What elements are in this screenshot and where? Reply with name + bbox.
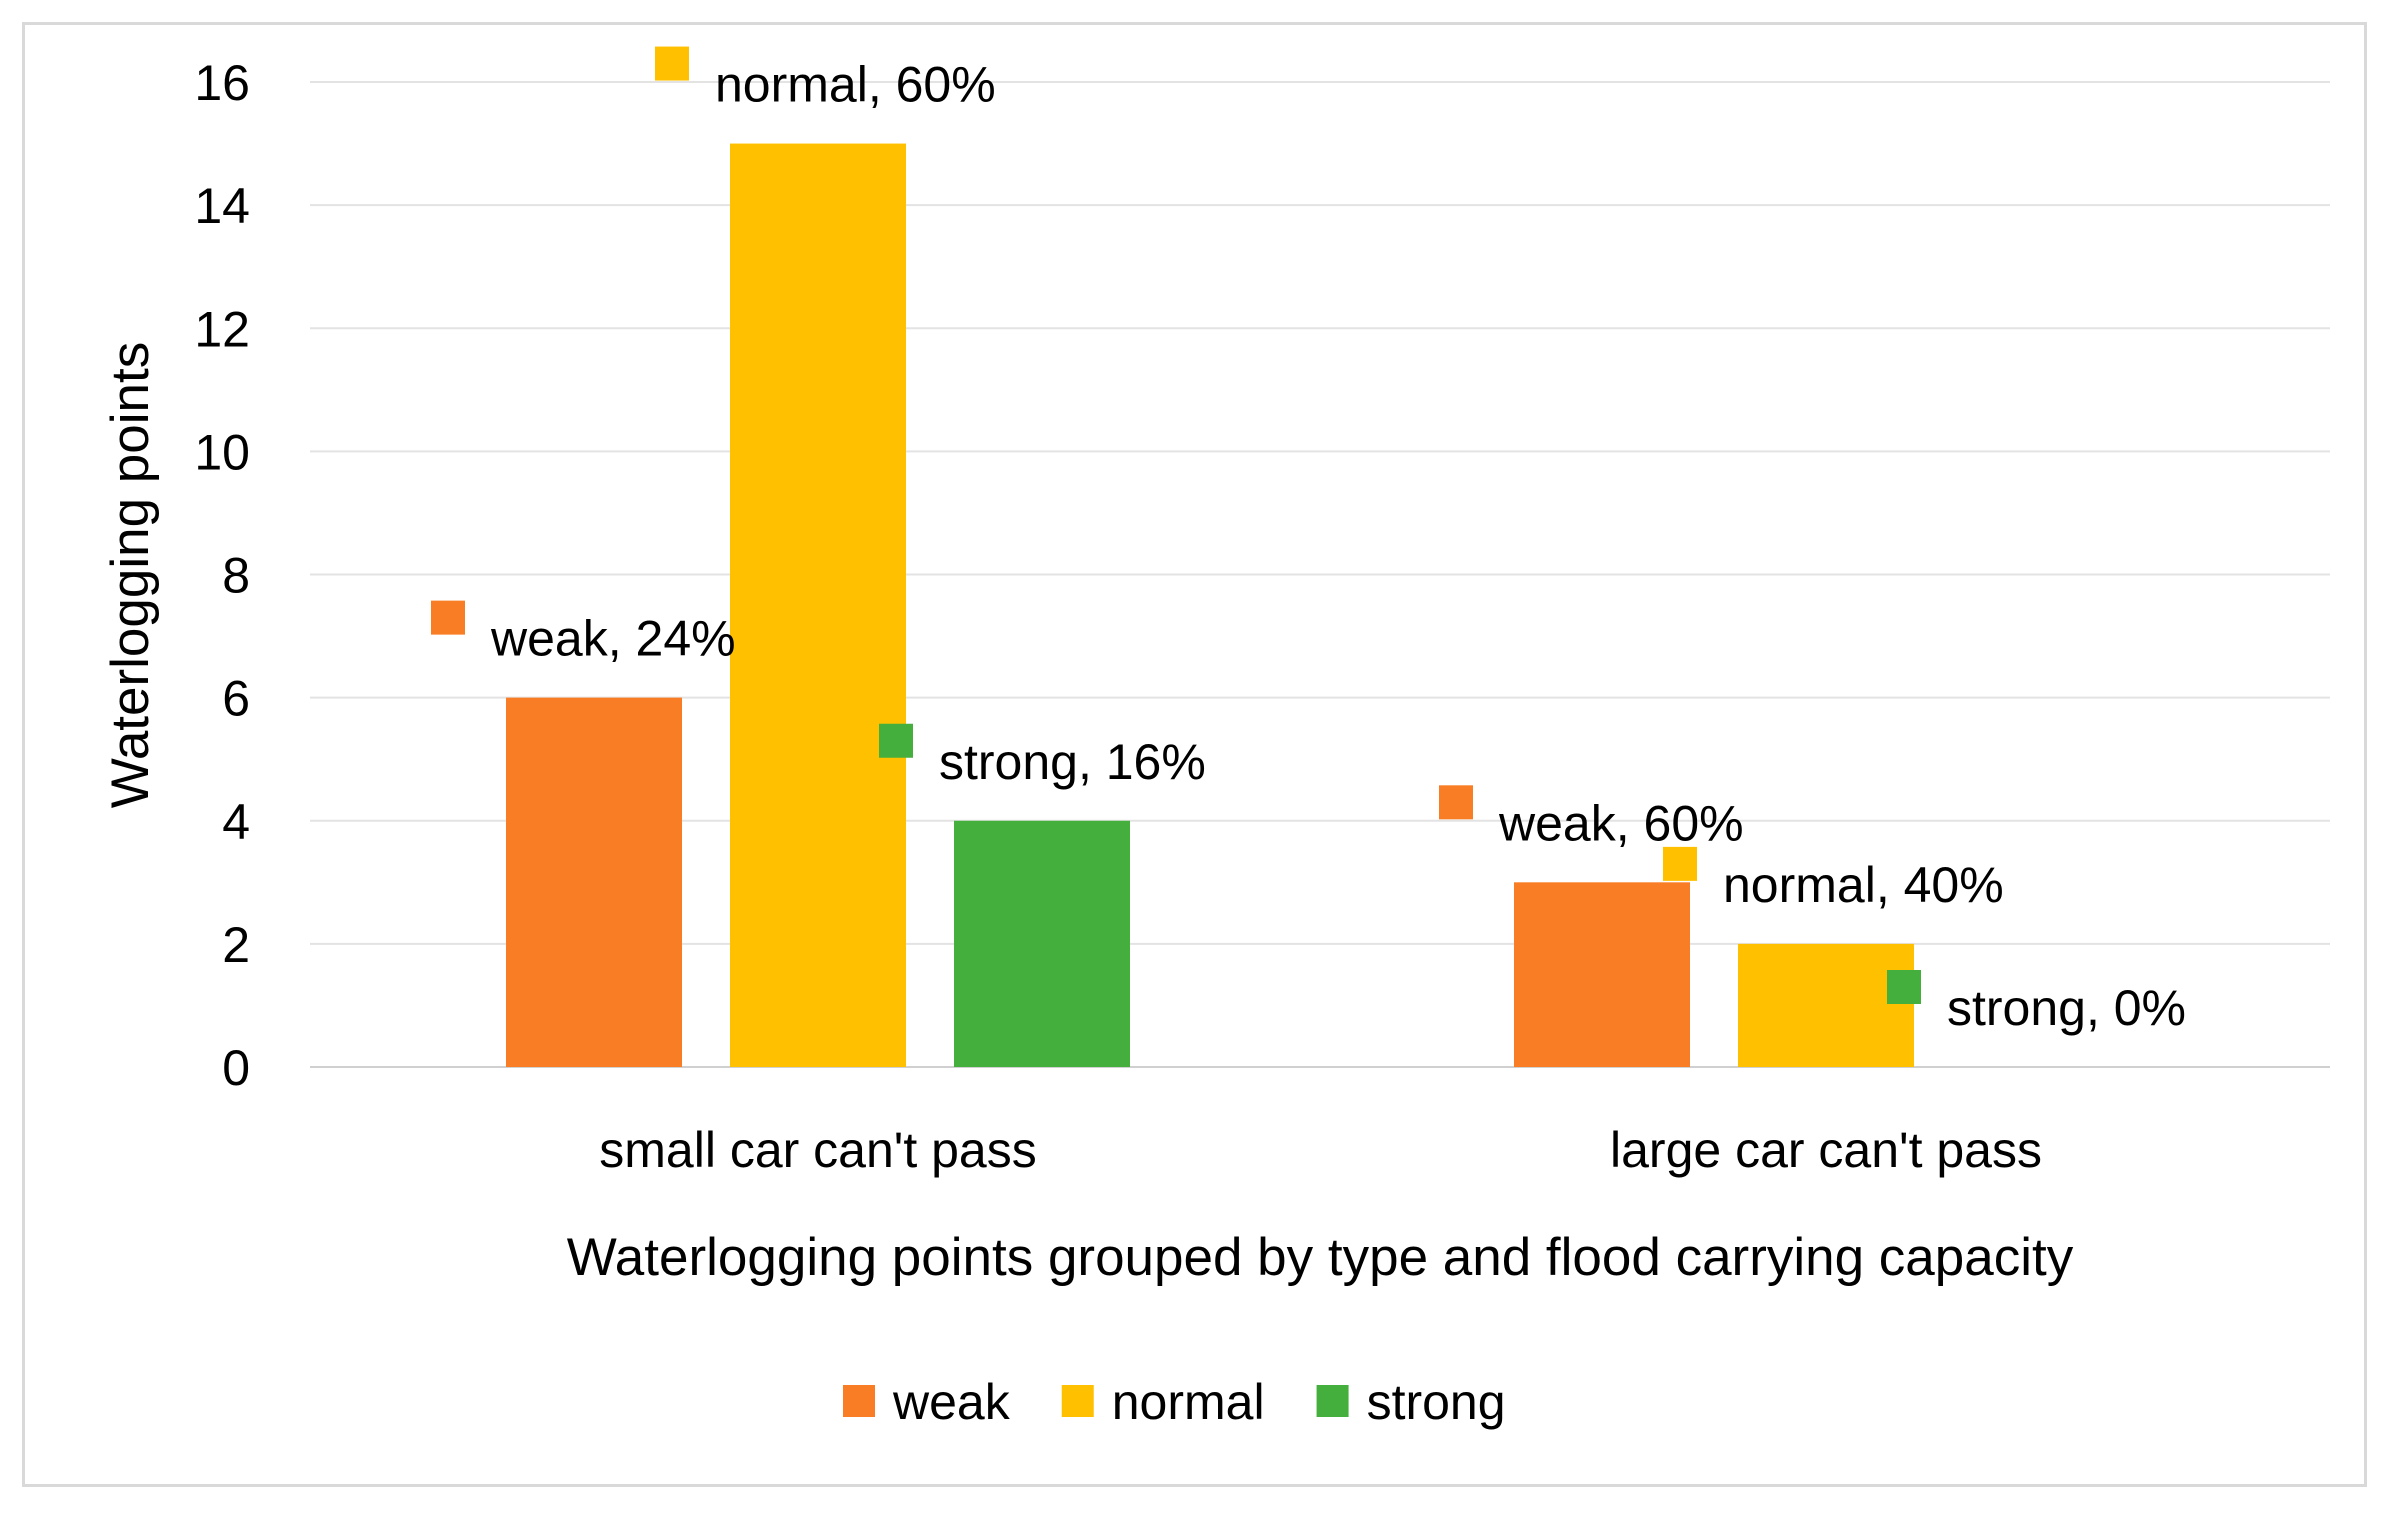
- legend-key-normal: [1061, 1385, 1094, 1417]
- y-tick-label: 0: [222, 1040, 250, 1096]
- y-tick-label: 12: [194, 301, 250, 357]
- data-label-key-strong-1: [1887, 970, 1921, 1004]
- legend-key-strong: [1316, 1385, 1349, 1417]
- bar-normal-0: [730, 143, 906, 1067]
- data-labels: weak, 24% normal, 60% strong, 16% weak, 60%…: [431, 46, 2186, 1036]
- data-label-key-weak-0: [431, 600, 465, 635]
- y-tick-label: 2: [222, 917, 250, 973]
- data-label-key-weak-1: [1439, 785, 1473, 820]
- y-axis-title: Waterlogging points: [101, 342, 160, 808]
- data-label-strong-0: strong, 16%: [939, 734, 1206, 790]
- data-label-weak-1: weak, 60%: [1498, 795, 1744, 851]
- bar-normal-1: [1738, 943, 1914, 1067]
- bar-weak-0: [506, 697, 682, 1067]
- bar-strong-0: [954, 820, 1130, 1067]
- legend-label-weak: weak: [892, 1374, 1011, 1430]
- bar-weak-1: [1514, 882, 1690, 1067]
- x-axis-ticks: small car can't pass large car can't pass: [599, 1122, 2042, 1178]
- chart-frame: [22, 22, 2367, 1487]
- y-axis-ticks: 0 2 4 6 8 10 12 14 16: [194, 55, 250, 1096]
- data-label-normal-1: normal, 40%: [1723, 857, 2004, 913]
- data-label-weak-0: weak, 24%: [490, 611, 736, 667]
- data-label-key-normal-1: [1663, 846, 1697, 881]
- legend-key-weak: [843, 1385, 875, 1417]
- x-tick-label: small car can't pass: [599, 1122, 1036, 1178]
- legend: weak normal strong: [843, 1374, 1506, 1430]
- bars: [506, 143, 1914, 1067]
- y-tick-label: 6: [222, 671, 250, 727]
- y-tick-label: 14: [194, 178, 250, 234]
- legend-label-strong: strong: [1367, 1374, 1506, 1430]
- data-label-key-normal-0: [655, 46, 689, 81]
- legend-label-normal: normal: [1112, 1374, 1265, 1430]
- y-tick-label: 4: [222, 794, 250, 850]
- y-tick-label: 10: [194, 424, 250, 480]
- y-tick-label: 16: [194, 55, 250, 111]
- data-label-key-strong-0: [879, 723, 913, 758]
- y-tick-label: 8: [222, 548, 250, 604]
- data-label-strong-1: strong, 0%: [1947, 980, 2186, 1036]
- data-label-normal-0: normal, 60%: [715, 57, 996, 113]
- x-tick-label: large car can't pass: [1610, 1122, 2042, 1178]
- x-axis-title: Waterlogging points grouped by type and …: [567, 1228, 2074, 1287]
